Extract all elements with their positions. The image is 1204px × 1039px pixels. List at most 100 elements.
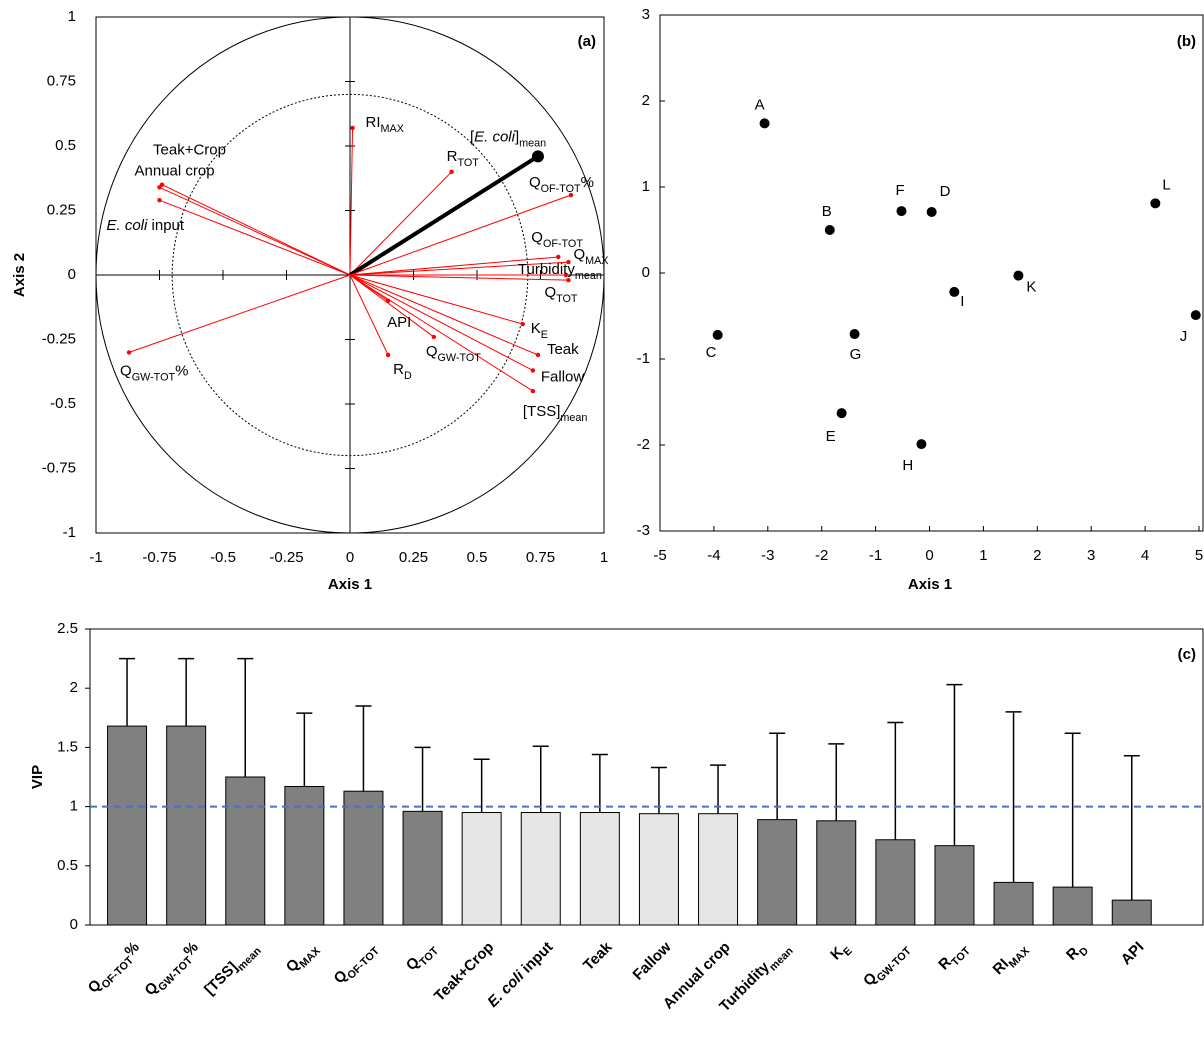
y-tick-label: 2 bbox=[70, 679, 78, 696]
loading-vector bbox=[159, 186, 351, 276]
label-part: K bbox=[531, 320, 541, 337]
label-part: OF-TOT bbox=[541, 183, 581, 195]
y-tick-label: 0 bbox=[642, 264, 650, 281]
point bbox=[949, 286, 960, 297]
bar bbox=[993, 881, 1034, 926]
point-label: F bbox=[895, 182, 904, 199]
x-tick-label: RTOT bbox=[935, 938, 973, 976]
loading-vector bbox=[348, 154, 540, 277]
y-tick-label: -2 bbox=[637, 436, 650, 453]
loading-point bbox=[566, 277, 571, 283]
variable-label: Teak bbox=[547, 341, 579, 358]
label-part: R bbox=[393, 361, 404, 378]
label-part: GW-TOT bbox=[437, 352, 481, 364]
panel-label: (c) bbox=[1178, 646, 1196, 663]
point bbox=[1013, 270, 1024, 281]
y-tick-label: -3 bbox=[637, 522, 650, 539]
variable-label: QMAX bbox=[573, 246, 608, 267]
loading-point bbox=[566, 259, 571, 265]
point-label: A bbox=[755, 96, 765, 113]
bar bbox=[579, 812, 620, 926]
bar bbox=[225, 776, 266, 926]
y-tick-label: 0.5 bbox=[57, 857, 78, 874]
label-part: OF-TOT bbox=[543, 238, 583, 250]
bar bbox=[461, 812, 502, 926]
variable-label: RD bbox=[393, 361, 412, 382]
label-part: [TSS] bbox=[523, 403, 561, 420]
label-part: MAX bbox=[585, 255, 608, 267]
loading-point bbox=[431, 334, 437, 340]
loading-vector bbox=[128, 274, 351, 353]
label-part: Q bbox=[544, 284, 556, 301]
y-tick-label: 3 bbox=[642, 6, 650, 23]
loading-vector bbox=[349, 274, 534, 392]
y-tick-label: 0 bbox=[68, 266, 76, 283]
label-part: GW-TOT bbox=[156, 954, 195, 993]
point bbox=[712, 329, 723, 340]
label-part: input bbox=[147, 217, 185, 234]
point-label: D bbox=[940, 183, 951, 200]
label-part: TOT bbox=[417, 945, 441, 969]
y-tick-label: 1 bbox=[68, 8, 76, 25]
loading-point bbox=[535, 352, 541, 358]
loading-vector bbox=[349, 171, 452, 276]
loading-vector bbox=[161, 184, 351, 276]
label-part: Q bbox=[120, 362, 132, 379]
y-tick-label: 1 bbox=[70, 798, 78, 815]
label-part: mean bbox=[519, 137, 546, 149]
loading-vector bbox=[349, 261, 569, 276]
x-tick-label: 2 bbox=[1033, 547, 1041, 564]
loading-point bbox=[350, 125, 355, 131]
label-part: Q bbox=[529, 174, 541, 191]
x-tick-label: 1 bbox=[979, 547, 987, 564]
bar bbox=[166, 725, 207, 926]
label-part: mean bbox=[235, 945, 263, 973]
panel-label: (b) bbox=[1177, 33, 1196, 50]
bar bbox=[698, 813, 739, 926]
point bbox=[916, 439, 927, 450]
bar bbox=[1052, 886, 1093, 926]
loading-point bbox=[556, 254, 561, 260]
y-tick-label: 0.75 bbox=[47, 72, 76, 89]
y-tick-label: 2 bbox=[642, 92, 650, 109]
x-tick-label: QGW-TOT% bbox=[141, 939, 204, 1002]
label-part: Teak bbox=[547, 341, 579, 358]
x-tick-label: -0.75 bbox=[142, 549, 176, 566]
label-part: Teak+Crop bbox=[153, 142, 226, 159]
point-label: G bbox=[850, 346, 862, 363]
point bbox=[1150, 198, 1161, 209]
label-part: input bbox=[515, 939, 556, 980]
label-part: MAX bbox=[297, 944, 323, 970]
label-part: mean bbox=[560, 412, 587, 424]
x-tick-label: RIMAX bbox=[990, 938, 1033, 981]
label-part: OF-TOT bbox=[99, 954, 136, 991]
loading-point bbox=[385, 298, 391, 303]
label-part: MAX bbox=[1006, 944, 1032, 970]
label-part: GW-TOT bbox=[875, 945, 914, 984]
x-tick-label: QMAX bbox=[283, 938, 324, 979]
bar bbox=[934, 845, 975, 926]
point-label: I bbox=[960, 293, 964, 310]
bar bbox=[816, 820, 857, 926]
variable-label: RIMAX bbox=[366, 114, 404, 135]
y-tick-label: 0.5 bbox=[55, 137, 76, 154]
x-tick-label: 0.5 bbox=[467, 549, 488, 566]
x-tick-label: [TSS]mean bbox=[201, 939, 263, 1001]
x-tick-label: -1 bbox=[89, 549, 102, 566]
x-tick-label: Teak bbox=[580, 938, 616, 974]
bar bbox=[757, 819, 798, 926]
label-part: GW-TOT bbox=[132, 371, 176, 383]
bar bbox=[107, 725, 148, 926]
loading-vector bbox=[349, 256, 559, 276]
point-label: B bbox=[822, 203, 832, 220]
x-tick-label: QOF-TOT bbox=[331, 938, 383, 990]
variable-label: Fallow bbox=[541, 368, 585, 385]
point-label: H bbox=[902, 457, 913, 474]
x-tick-label: -5 bbox=[653, 547, 666, 564]
bar bbox=[1111, 899, 1152, 926]
point-label: J bbox=[1180, 328, 1188, 345]
x-axis-title: Axis 1 bbox=[328, 576, 372, 593]
y-axis-title: VIP bbox=[29, 765, 46, 789]
label-part: Q bbox=[573, 246, 585, 263]
